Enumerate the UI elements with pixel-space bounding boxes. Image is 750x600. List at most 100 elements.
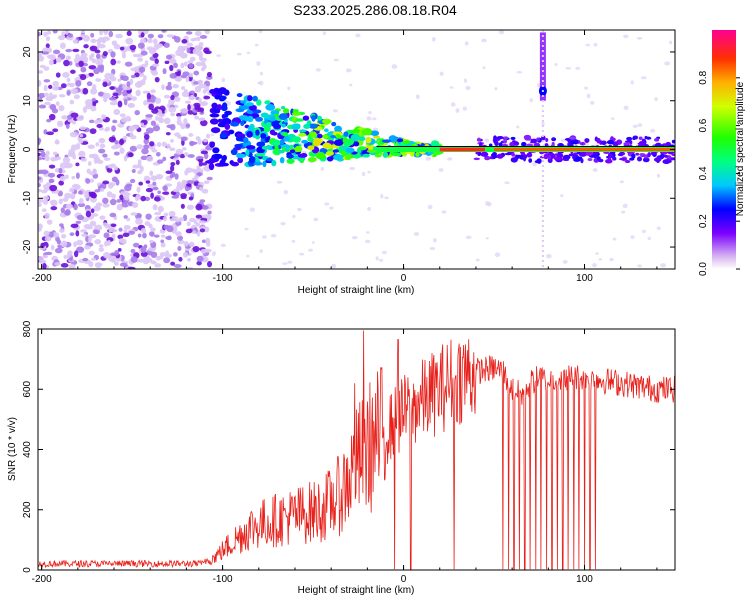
noise-dot [110,58,117,66]
noise-dot [258,30,263,34]
noise-dot [79,74,87,81]
noise-dot [349,166,356,171]
noise-dot [332,109,339,113]
noise-dot [102,36,110,42]
noise-dot [58,180,64,186]
noise-dot [97,91,104,97]
noise-dot [82,106,88,113]
noise-dot [656,173,661,178]
noise-dot [99,183,107,190]
noise-dot [311,241,315,244]
noise-dot [99,30,104,36]
noise-dot [123,229,128,233]
noise-dot [46,118,52,123]
noise-dot [66,90,71,96]
noise-dot [189,56,196,62]
noise-dot [143,144,150,150]
signal-blob [568,153,575,157]
signal-blob [358,136,366,142]
x-tick-label: 100 [576,574,593,585]
noise-dot [623,34,629,39]
noise-dot [147,183,154,188]
signal-blob [213,108,220,114]
noise-dot [62,156,71,164]
noise-dot [198,52,204,59]
noise-dot [70,192,76,200]
noise-dot [96,57,104,64]
signal-blob [596,138,601,142]
signal-blob [245,145,256,150]
noise-dot [102,203,110,208]
noise-dot [73,57,80,64]
noise-dot [151,108,159,114]
noise-dot [119,262,128,267]
noise-dot [541,121,545,126]
noise-dot [90,38,97,43]
noise-dot [76,239,84,246]
colorbar-ticks: 0.0 0.2 0.4 0.6 0.8 [698,70,740,276]
noise-dot [174,36,181,43]
noise-dot [154,58,159,65]
noise-dot [464,41,469,46]
noise-dot [199,199,206,203]
noise-dot [119,46,125,51]
noise-dot [145,213,152,220]
noise-dot [565,67,572,70]
noise-dot [61,115,69,120]
noise-dot [57,34,66,41]
noise-dot [143,138,150,145]
noise-dot [320,167,325,171]
signal-blob [617,153,624,157]
noise-dot [113,261,119,266]
signal-blob [222,154,227,161]
noise-dot [427,204,433,210]
noise-dot [145,127,154,134]
noise-dot [150,120,156,126]
noise-dot [283,189,289,195]
noise-dot [60,83,67,89]
signal-blob [606,140,615,145]
noise-dot [88,250,95,256]
noise-dot [125,115,131,122]
signal-blob [280,105,286,110]
noise-dot [91,257,96,261]
noise-dot [70,112,79,118]
noise-dot [108,226,113,233]
signal-blob [321,118,332,124]
noise-dot [93,205,100,210]
x-tick-label: 100 [576,273,593,284]
noise-dot [154,211,162,216]
noise-dot [367,206,371,211]
noise-dot [156,159,164,164]
noise-dot [105,126,111,131]
signal-blob [297,153,308,158]
noise-dot [180,74,187,79]
signal-blob [245,102,254,107]
noise-dot [196,260,202,266]
noise-dot [99,143,106,149]
noise-dot [108,97,117,101]
signal-blob [307,156,317,163]
noise-dot [137,233,142,238]
signal-blob [600,140,607,145]
signal-blob [316,115,323,121]
noise-dot [198,161,203,167]
noise-dot [117,100,123,108]
noise-dot [89,178,94,183]
noise-dot [115,33,123,39]
noise-dot [664,61,671,66]
noise-dot [351,235,358,240]
signal-blob [269,116,277,122]
noise-dot [162,185,168,192]
noise-dot [145,187,153,193]
noise-dot [145,114,153,118]
noise-dot [170,165,175,172]
noise-dot [57,120,62,125]
noise-dot [292,214,296,219]
noise-dot [126,30,132,37]
noise-dot [118,227,123,232]
noise-dot [415,94,420,100]
noise-dot [152,38,158,45]
noise-dot [96,123,103,129]
noise-dot [116,198,122,203]
